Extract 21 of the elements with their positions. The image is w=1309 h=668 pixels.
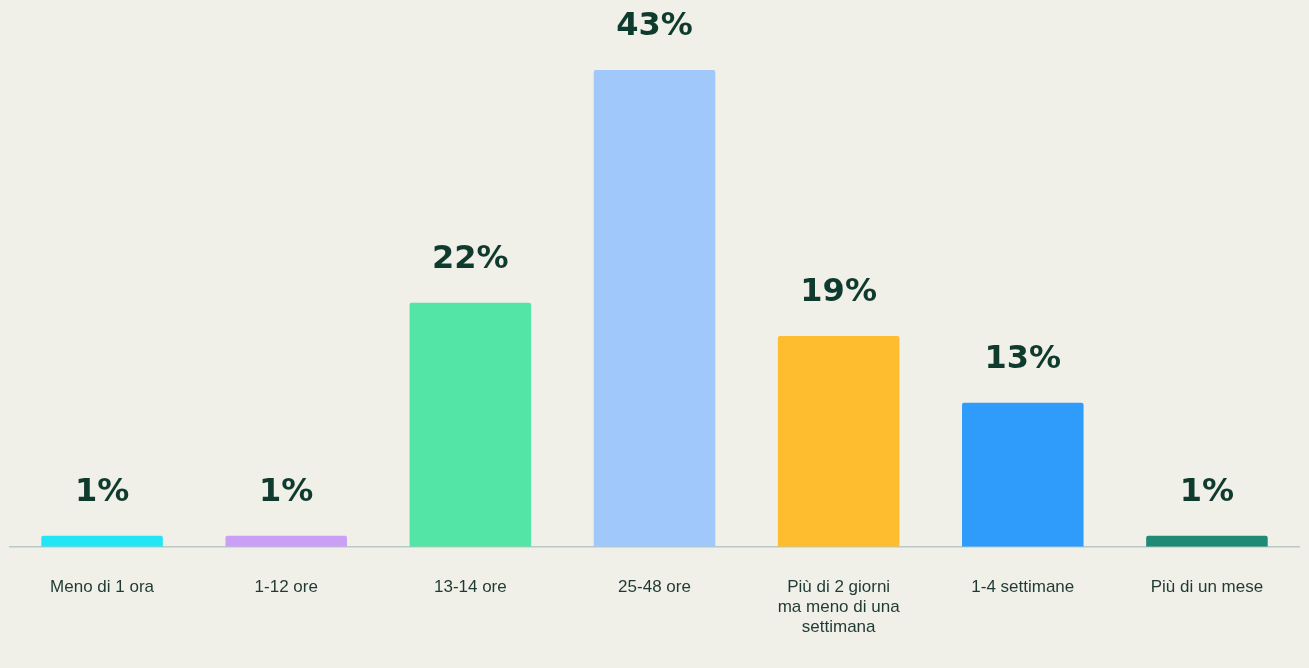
bar: [593, 70, 716, 547]
bar: [41, 535, 163, 547]
x-tick-label: Meno di 1 ora: [50, 576, 155, 596]
x-tick-label: 1-4 settimane: [971, 576, 1075, 596]
data-label: 1%: [259, 471, 314, 510]
x-tick-label: 1-12 ore: [254, 576, 318, 596]
x-tick-label: Più di un mese: [1150, 576, 1264, 596]
data-label: 43%: [616, 5, 693, 44]
data-label: 13%: [984, 337, 1062, 376]
data-label: 22%: [432, 238, 509, 277]
data-label: 19%: [800, 271, 877, 310]
data-label: 1%: [74, 471, 130, 510]
bar: [962, 402, 1084, 547]
bar: [777, 336, 900, 547]
data-label: 1%: [1179, 471, 1235, 510]
x-tick-label: 25-48 ore: [618, 576, 691, 596]
x-tick-label: Più di 2 giorni ma meno di una settimana: [777, 576, 901, 637]
bar: [225, 535, 347, 547]
bar: [1146, 535, 1268, 547]
x-tick-label: 13-14 ore: [433, 576, 507, 596]
bar: [409, 302, 532, 547]
